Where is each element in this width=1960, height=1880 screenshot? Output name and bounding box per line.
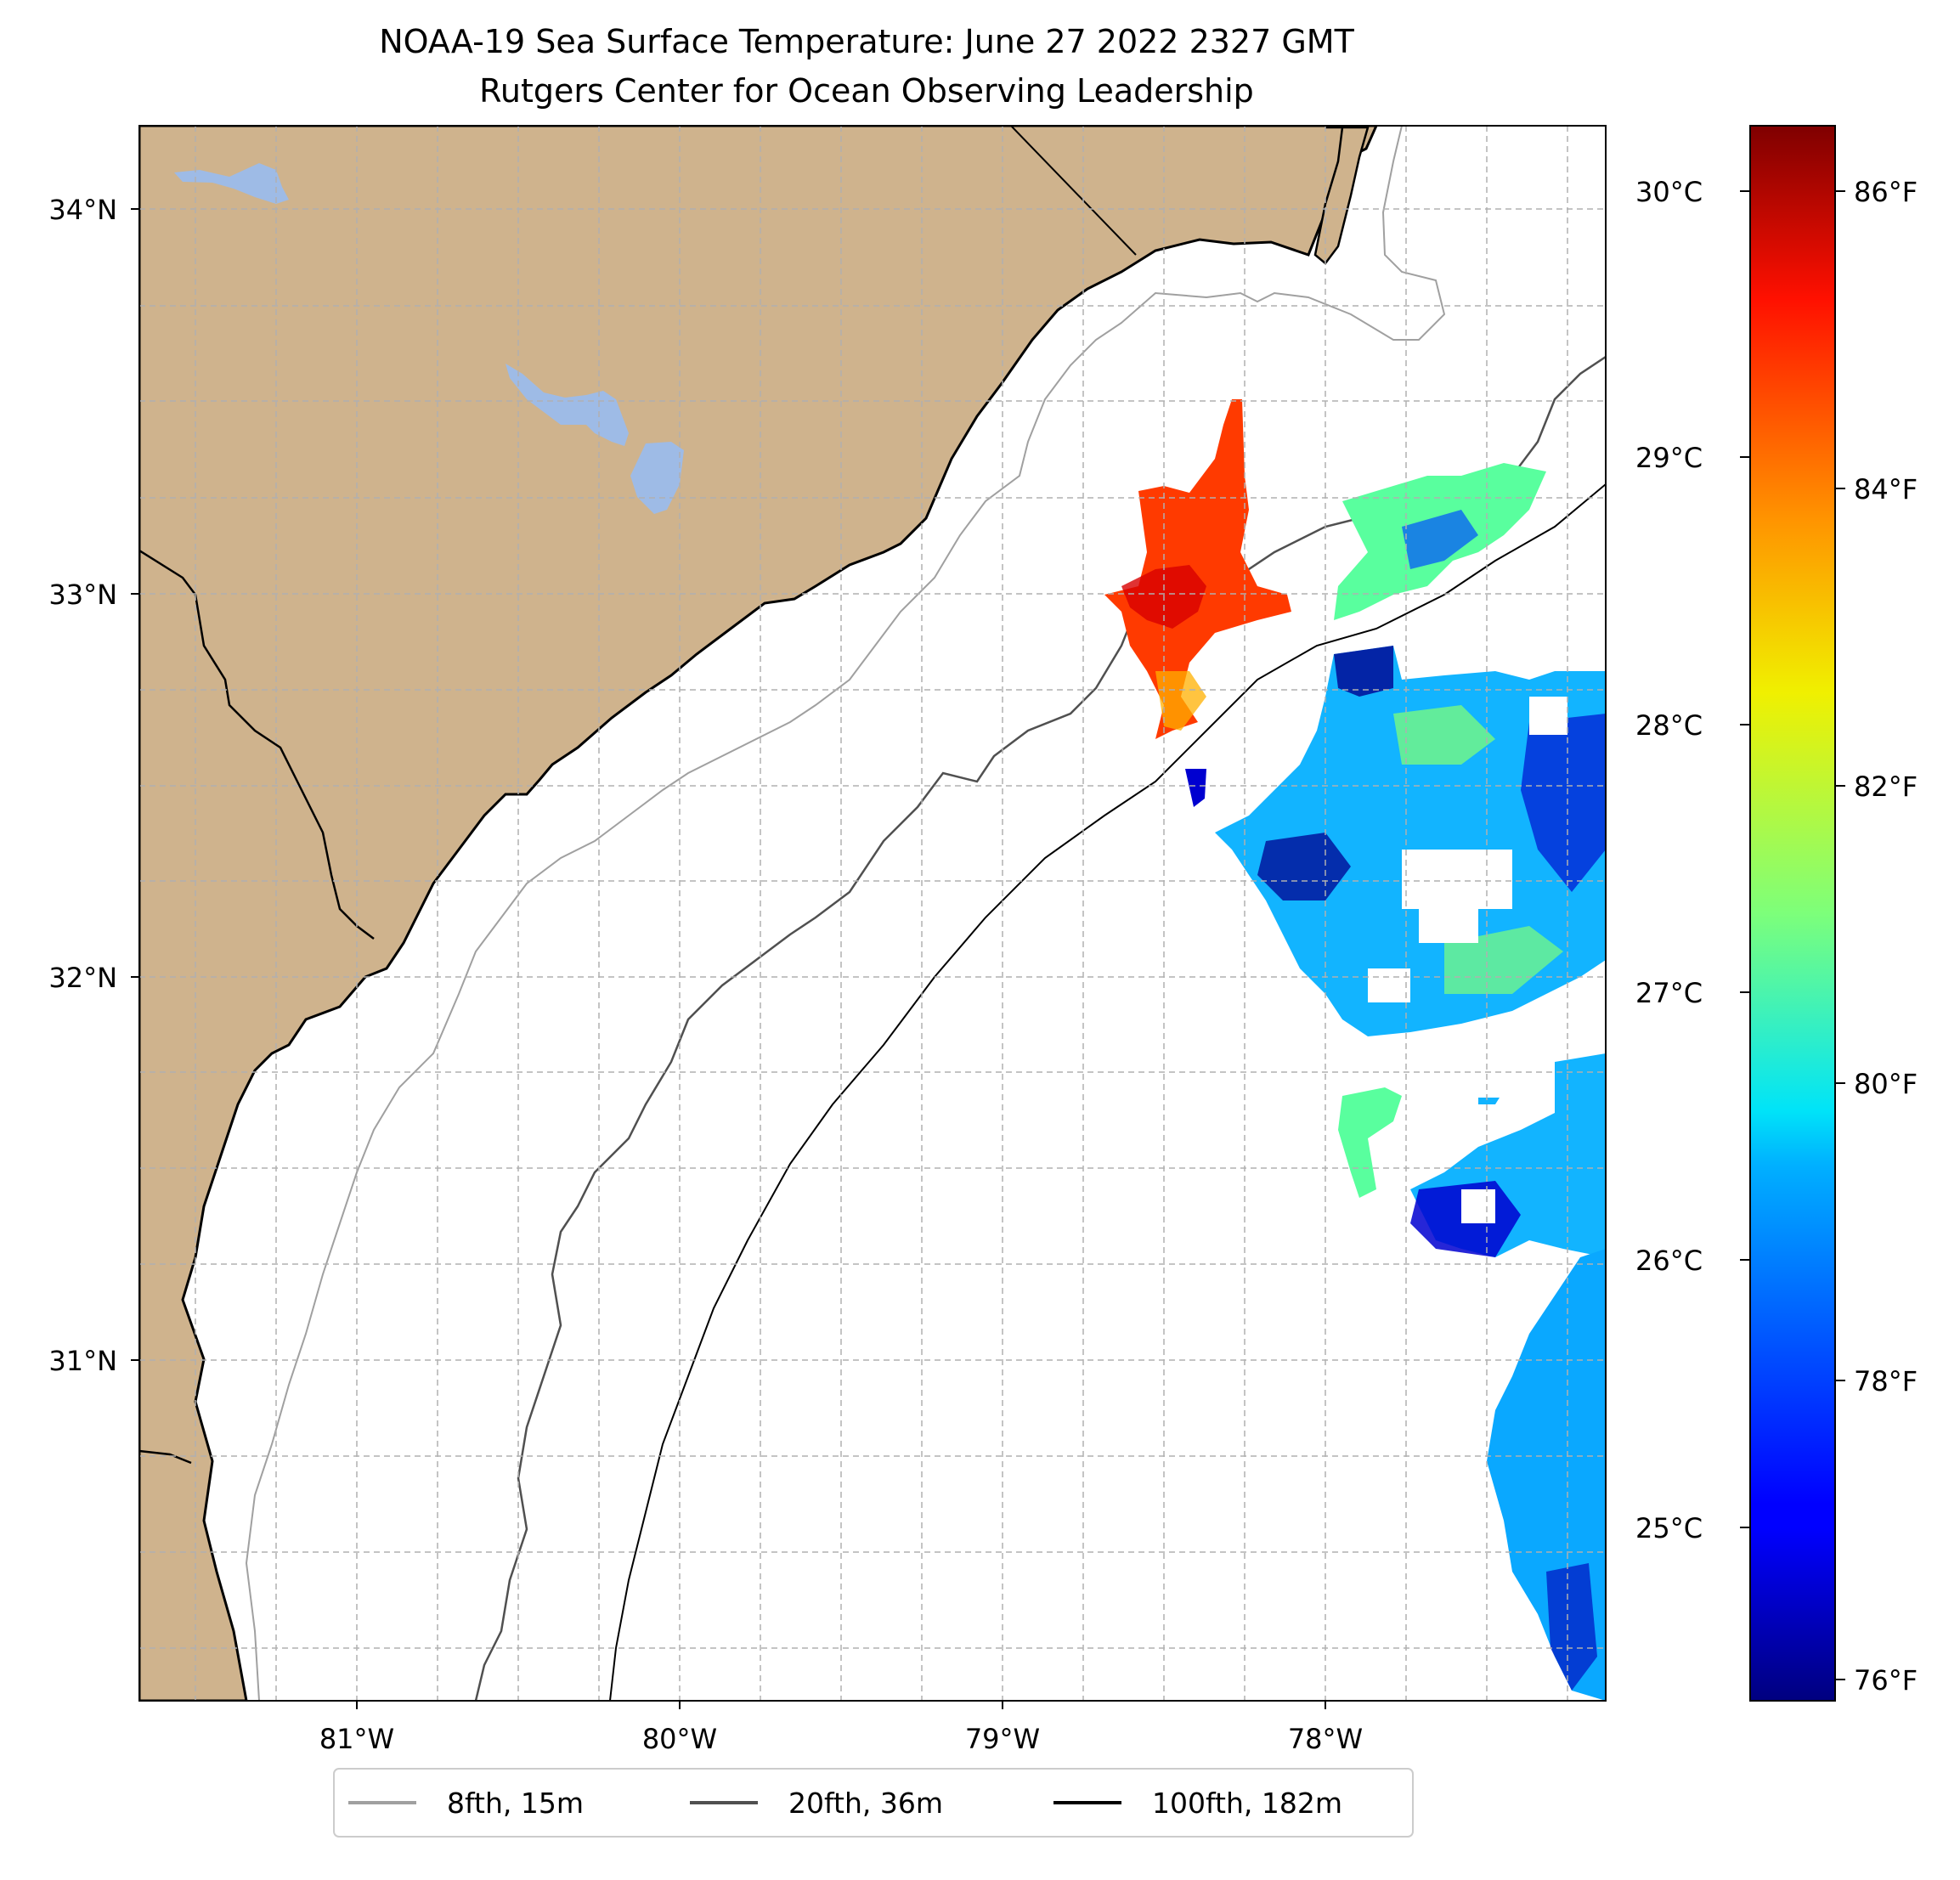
lat-tick-31n: 31°N (48, 1345, 117, 1377)
state-border-nc-sc (1010, 126, 1137, 256)
map-subtitle: Rutgers Center for Ocean Observing Leade… (479, 72, 1254, 110)
sst-gap-5 (1461, 1189, 1495, 1223)
sst-speck-2 (1478, 1098, 1500, 1104)
sst-patch-warm-edge (1155, 671, 1206, 731)
sst-gap-4 (1419, 900, 1478, 943)
lake-northwest (174, 163, 289, 204)
lat-tick-34n: 34°N (48, 194, 117, 226)
isobath-legend: 8fth, 15m 20fth, 36m 100fth, 182m (333, 1768, 1414, 1838)
sst-gap-3 (1368, 968, 1410, 1002)
sst-speck-1 (1185, 769, 1206, 807)
colorbar-tick-26c: 26°C (1635, 1245, 1703, 1277)
colorbar-tick-30c: 30°C (1635, 176, 1703, 208)
sst-gap-2 (1529, 697, 1567, 735)
sst-patch-east-cold2 (1257, 833, 1351, 900)
lon-tick-80w: 80°W (642, 1723, 717, 1755)
legend-box (333, 1768, 1414, 1838)
legend-label-20fth: 20fth, 36m (788, 1787, 943, 1820)
colorbar-tick-84f: 84°F (1854, 473, 1918, 505)
map-frame (138, 125, 1607, 1702)
lat-tick-32n: 32°N (48, 962, 117, 994)
sst-patch-south-d-cold (1546, 1563, 1597, 1691)
land-area (139, 126, 1378, 1701)
map-ticks (131, 208, 1326, 1709)
state-border-sc-ga (139, 549, 375, 940)
colorbar-tick-78f: 78°F (1854, 1365, 1918, 1397)
colorbar-ticks (1740, 190, 1845, 1680)
sst-gap-1 (1402, 850, 1512, 909)
legend-label-8fth: 8fth, 15m (447, 1787, 584, 1820)
colorbar-tick-82f: 82°F (1854, 771, 1918, 803)
sst-patch-south-a (1338, 1087, 1402, 1198)
colorbar-tick-28c: 28°C (1635, 709, 1703, 742)
lake-moultrie (630, 442, 684, 514)
colorbar-tick-76f: 76°F (1854, 1664, 1918, 1697)
sst-patch-east-cold (1334, 646, 1393, 697)
colorbar-tick-80f: 80°F (1854, 1068, 1918, 1100)
lon-tick-79w: 79°W (965, 1723, 1040, 1755)
isobath-8fth (245, 126, 1446, 1701)
lat-tick-33n: 33°N (48, 579, 117, 611)
sst-patch-ne-cool (1402, 510, 1478, 569)
lake-moultrie-marion (506, 364, 629, 446)
colorbar-tick-25c: 25°C (1635, 1512, 1703, 1544)
colorbar-gradient (1749, 125, 1836, 1702)
map-title: NOAA-19 Sea Surface Temperature: June 27… (379, 23, 1354, 60)
lon-tick-81w: 81°W (319, 1723, 394, 1755)
colorbar-tick-29c: 29°C (1635, 442, 1703, 474)
gridlines (139, 126, 1606, 1701)
map-panel (139, 126, 1606, 1701)
state-border-ga-fl (139, 1449, 192, 1465)
sst-patch-east-warm (1393, 705, 1495, 765)
sst-patch-east-cold3 (1521, 714, 1606, 892)
colorbar-tick-86f: 86°F (1854, 176, 1918, 208)
colorbar: 30°C 29°C 28°C 27°C 26°C 25°C 86°F 84°F … (1635, 125, 1918, 1702)
lon-tick-78w: 78°W (1288, 1723, 1363, 1755)
legend-label-100fth: 100fth, 182m (1152, 1787, 1342, 1820)
colorbar-tick-27c: 27°C (1635, 977, 1703, 1009)
